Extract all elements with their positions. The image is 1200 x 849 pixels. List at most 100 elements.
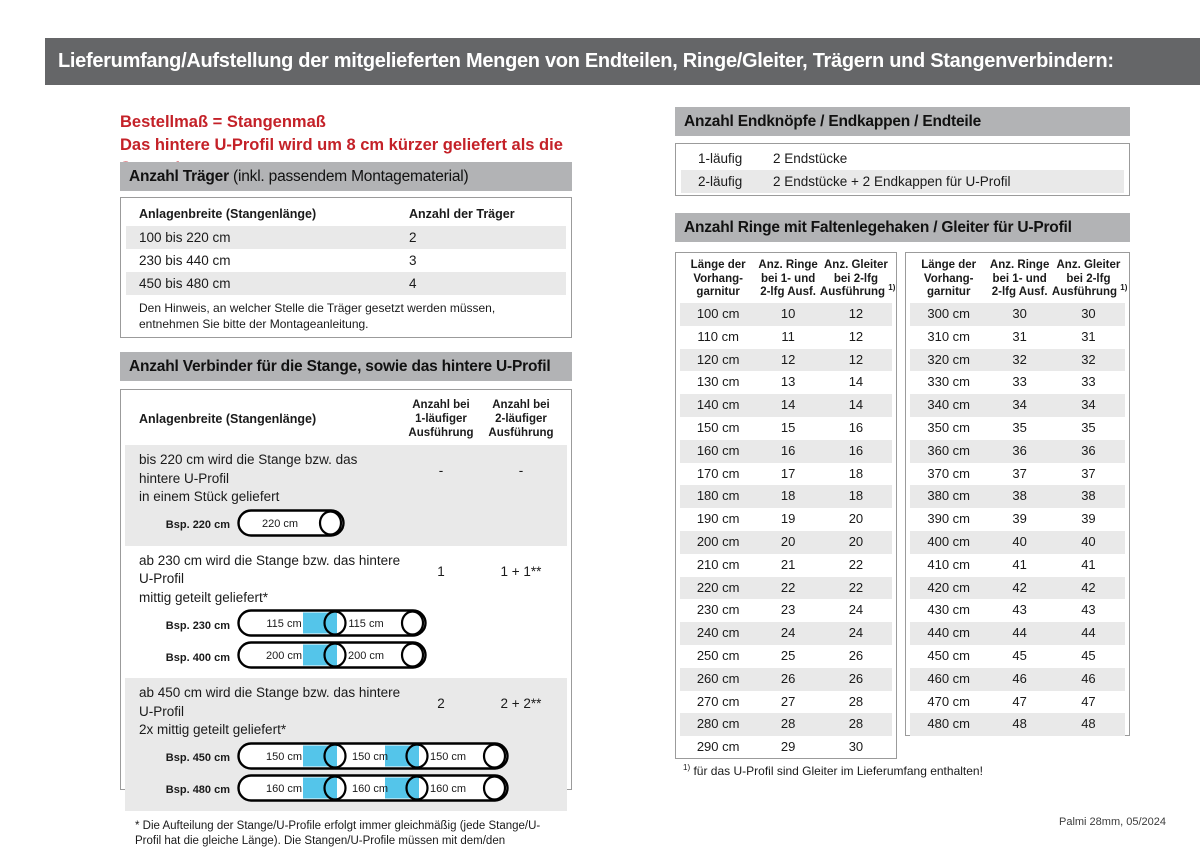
table-cell: 110 cm [697, 328, 739, 344]
section-header-ringe: Anzahl Ringe mit Faltenlegehaken / Gleit… [675, 213, 1130, 242]
table-cell: 10 [780, 306, 796, 321]
table-cell: 350 cm [927, 419, 971, 435]
rod-diagram-450: 150 cm 150 cm 150 cm [237, 741, 509, 775]
table-cell: 100 cm [696, 306, 740, 321]
table-cell: 16 [780, 442, 796, 458]
table-cell: 3 [409, 253, 417, 268]
table-row: 120 cm 12 12 [680, 348, 892, 372]
endteile-table: 1-läufig 2 Endstücke 2-läufig 2 Endstücke +… [675, 143, 1130, 196]
table-cell: 280 cm [696, 716, 740, 732]
table-cell: 41 [1081, 556, 1096, 572]
table-row: 380 cm 38 38 [910, 485, 1125, 509]
table-cell: 460 cm [927, 670, 971, 686]
table-cell: 440 cm [927, 625, 971, 641]
table-cell: 260 cm [696, 670, 740, 686]
table-row: 240 cm 24 24 [680, 622, 892, 645]
table-cell: 130 cm [696, 374, 740, 390]
section-header-traeger-rest: (inkl. passendem Montagematerial) [228, 168, 469, 185]
ring-col-gleiter: Anz. Gleiter bei 2-lfg Ausführung 1) [1051, 259, 1128, 299]
table-cell: 28 [780, 716, 796, 732]
table-row: 140 cm 14 14 [680, 394, 892, 417]
table-cell: 21 [780, 556, 796, 572]
ring-col-laenge: Länge der Vorhang- garnitur [921, 259, 977, 299]
table-row: 280 cm 28 28 [680, 713, 892, 737]
rod-example-label: Bsp. 400 cm [165, 651, 230, 664]
table-cell: 31 [1081, 328, 1096, 344]
table-cell: 24 [848, 625, 864, 641]
table-cell: 240 cm [696, 625, 740, 641]
table-cell: 45 [1012, 647, 1027, 663]
table-cell: 45 [1081, 647, 1096, 663]
table-row: 370 cm 37 37 [910, 463, 1125, 486]
table-row: 170 cm 17 18 [680, 463, 892, 486]
table-cell: 22 [848, 556, 864, 572]
table-cell: 30 [1081, 306, 1096, 321]
ring-table-right-body: 300 cm 30 30 310 cm 31 31 320 cm 32 32 330 cm 33 33… [910, 303, 1125, 737]
footnote-marker: 1) [683, 763, 691, 772]
table-cell: 16 [848, 419, 864, 435]
table-cell: 220 cm [696, 579, 740, 595]
table-cell: 37 [1081, 465, 1096, 481]
ring-col-laenge: Länge der Vorhang- garnitur [690, 259, 746, 299]
table-cell: 40 [1012, 533, 1027, 549]
table-cell: 190 cm [696, 511, 740, 527]
ring-col-ringe: Anz. Ringe bei 1- und 2-lfg Ausf. [758, 259, 818, 299]
table-cell: 170 cm [696, 465, 740, 481]
ring-table-right-header: Länge der Vorhang- garnitur Anz. Ringe b… [910, 253, 1128, 303]
svg-text:200 cm: 200 cm [266, 650, 302, 662]
table-cell: 33 [1081, 374, 1096, 390]
table-cell: 340 cm [927, 397, 971, 413]
footnote-marker: 1) [888, 283, 896, 293]
table-cell: 35 [1081, 419, 1096, 435]
table-row: 410 cm 41 41 [910, 554, 1125, 577]
table-row: 310 cm 31 31 [910, 326, 1125, 349]
verbinder-col-2laeufig: Anzahl bei 2-läufiger Ausführung [488, 399, 554, 439]
ring-col-ringe: Anz. Ringe bei 1- und 2-lfg Ausf. [989, 259, 1050, 299]
table-cell: 18 [848, 465, 864, 481]
svg-text:200 cm: 200 cm [348, 650, 384, 662]
table-row: 330 cm 33 33 [910, 371, 1125, 394]
ring-table-left: Länge der Vorhang- garnitur Anz. Ringe b… [675, 252, 897, 759]
rod-diagram-480: 160 cm 160 cm 160 cm [237, 773, 509, 807]
table-cell: 38 [1012, 488, 1027, 504]
table-cell: 14 [848, 374, 864, 390]
ring-table-left-header: Länge der Vorhang- garnitur Anz. Ringe b… [680, 253, 896, 303]
table-cell: 270 cm [696, 693, 740, 709]
table-row: 160 cm 16 16 [680, 439, 892, 463]
table-cell: 46 [1012, 670, 1027, 686]
table-cell: 12 [848, 351, 864, 367]
table-cell: 4 [409, 276, 417, 291]
svg-text:160 cm: 160 cm [430, 783, 466, 795]
table-row: 220 cm 22 22 [680, 576, 892, 600]
traeger-note: Den Hinweis, an welcher Stelle die Träge… [139, 301, 496, 331]
verbinder-footnotes: * Die Aufteilung der Stange/U-Profile er… [125, 811, 567, 849]
table-row: 130 cm 13 14 [680, 371, 892, 394]
section-header-verbinder: Anzahl Verbinder für die Stange, sowie d… [120, 352, 572, 381]
table-cell: 180 cm [696, 488, 740, 504]
table-cell: 20 [780, 533, 796, 549]
table-cell: 36 [1012, 442, 1027, 458]
table-cell: 2 [409, 230, 417, 245]
table-cell: 480 cm [927, 716, 971, 732]
table-cell: 370 cm [927, 465, 971, 481]
table-cell: 410 cm [927, 556, 971, 572]
table-cell: 42 [1012, 579, 1027, 595]
section-header-endteile: Anzahl Endknöpfe / Endkappen / Endteile [675, 107, 1130, 136]
table-cell: 34 [1081, 397, 1096, 413]
traeger-col-anzahl: Anzahl der Träger [409, 207, 515, 221]
svg-text:115 cm: 115 cm [348, 618, 383, 630]
table-cell: 2 Endstücke [773, 151, 848, 166]
table-row: 260 cm 26 26 [680, 667, 892, 691]
rod-diagram-230: 115 cm 115 cm [237, 609, 427, 642]
table-cell: 22 [848, 579, 864, 595]
table-cell: 39 [1012, 511, 1027, 527]
table-row: 320 cm 32 32 [910, 348, 1125, 372]
table-row: 350 cm 35 35 [910, 417, 1125, 440]
table-cell: 400 cm [927, 533, 971, 549]
ring-footnote: 1) für das U-Profil sind Gleiter im Lief… [683, 763, 983, 779]
table-cell: 30 [848, 739, 864, 755]
table-cell: 330 cm [927, 374, 971, 390]
table-cell: 44 [1081, 625, 1096, 641]
rod-diagram-220: 220 cm [237, 508, 345, 542]
